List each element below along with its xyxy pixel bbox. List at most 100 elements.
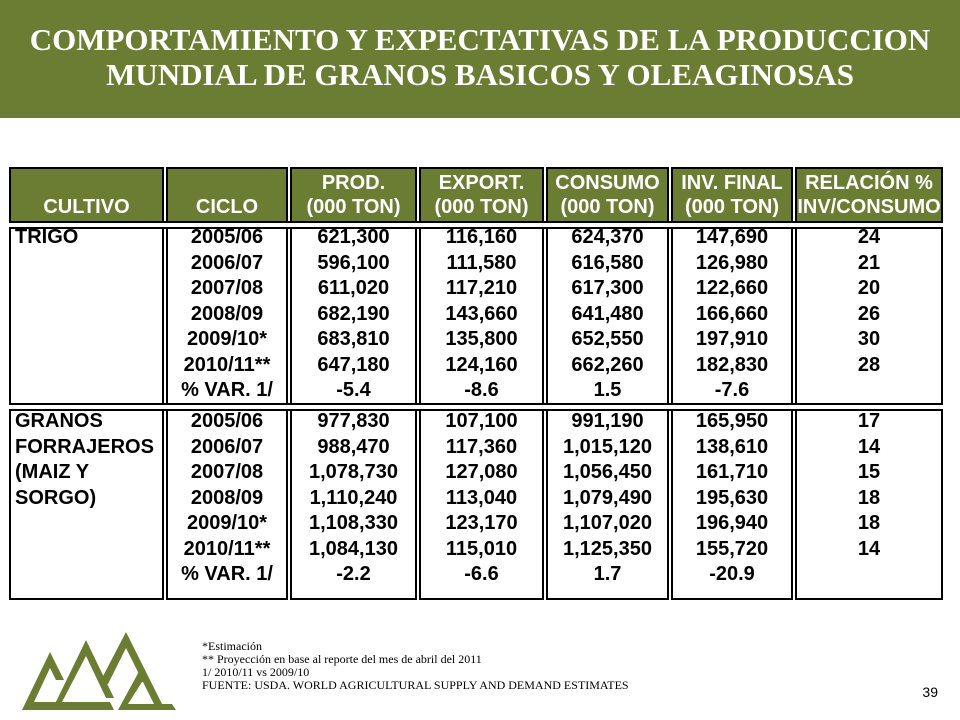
cell-consumo: 624,370: [571, 226, 644, 248]
cell-export: 123,170: [445, 512, 518, 534]
header-ciclo: CICLO: [168, 169, 286, 221]
cell-consumo: 1,107,020: [563, 512, 652, 534]
cell-inv: 155,720: [695, 537, 769, 560]
cell-export: 124,160: [445, 353, 518, 376]
cell-inv: 197,910: [695, 328, 769, 350]
title-line-2: MUNDIAL DE GRANOS BASICOS Y OLEAGINOSAS: [106, 57, 854, 92]
cell-rel: 18: [857, 512, 881, 534]
cell-rel: 20: [857, 277, 881, 299]
cell-prod: 682,190: [317, 302, 390, 325]
footnote-variation: 1/ 2010/11 vs 2009/10: [202, 665, 310, 679]
cell-prod: 621,300: [317, 226, 390, 248]
cell-export: 143,660: [445, 302, 518, 325]
header-export-line: (000 TON): [434, 196, 529, 218]
header-prod-line: PROD.: [321, 172, 386, 194]
table-separator: [9, 221, 943, 229]
crop-name: (MAIZ Y: [15, 461, 90, 483]
cell-rel: 15: [857, 461, 881, 483]
cell-prod: -5.4: [336, 379, 371, 401]
cell-ciclo: 2007/08: [190, 277, 264, 299]
header-consumo: CONSUMO (000 TON): [548, 169, 667, 221]
cell-prod: 611,020: [317, 277, 390, 299]
header-prod: PROD. (000 TON): [292, 169, 415, 221]
header-rel: RELACIÓN % INV/CONSUMO: [797, 169, 941, 221]
cell-inv: 161,710: [695, 461, 769, 483]
header-export: EXPORT. (000 TON): [421, 169, 542, 221]
cell-rel: 26: [857, 302, 881, 325]
cell-inv: 147,690: [695, 226, 769, 248]
cell-ciclo: 2007/08: [190, 461, 264, 483]
cell-rel: [795, 378, 943, 402]
cell-export: 135,800: [445, 328, 518, 350]
organization-logo-icon: [22, 632, 176, 710]
cell-inv: -7.6: [714, 379, 750, 401]
cell-ciclo: 2005/06: [190, 226, 264, 248]
crop-name: GRANOS: [15, 410, 103, 432]
cell-ciclo: 2009/10*: [186, 512, 268, 534]
cell-consumo: 1,125,350: [563, 537, 652, 560]
header-export-line: EXPORT.: [438, 172, 525, 194]
cell-consumo: 991,190: [571, 410, 644, 432]
cell-inv: 165,950: [695, 410, 769, 432]
title-bar: COMPORTAMIENTO Y EXPECTATIVAS DE LA PROD…: [0, 0, 960, 118]
column-prod: [290, 167, 417, 600]
cell-consumo: 1,015,120: [563, 435, 652, 458]
footnotes: *Estimación ** Proyección en base al rep…: [202, 640, 629, 692]
cell-prod: 1,078,730: [309, 461, 398, 483]
data-table: CULTIVO CICLO PROD. (000 TON) EXPORT. (000 TO…: [9, 167, 943, 600]
cell-consumo: 652,550: [571, 328, 644, 350]
cell-export: 127,080: [445, 461, 518, 483]
cell-prod: 1,110,240: [309, 486, 398, 509]
crop-name: TRIGO: [15, 226, 79, 248]
cell-prod: 596,100: [317, 251, 390, 274]
cell-ciclo: 2008/09: [190, 486, 264, 509]
header-rel-line: INV/CONSUMO: [797, 196, 941, 218]
crop-name: SORGO): [15, 486, 97, 509]
cell-inv: 122,660: [695, 277, 769, 299]
cell-prod: 647,180: [317, 353, 390, 376]
cell-rel: 21: [857, 251, 881, 274]
header-inv-line: (000 TON): [684, 196, 780, 218]
cell-rel: 14: [857, 537, 881, 560]
cell-export: -8.6: [464, 379, 499, 401]
cell-consumo: 616,580: [571, 251, 644, 274]
cell-ciclo: 2008/09: [190, 302, 264, 325]
header-cultivo: CULTIVO: [11, 169, 162, 221]
cell-prod: 1,084,130: [309, 537, 398, 560]
cell-ciclo: 2009/10*: [186, 328, 268, 350]
cell-prod: 988,470: [317, 435, 390, 458]
cell-rel: 24: [857, 226, 881, 248]
cell-ciclo: 2010/11**: [183, 353, 271, 376]
cell-export: 111,580: [446, 251, 517, 274]
title-line-1: COMPORTAMIENTO Y EXPECTATIVAS DE LA PROD…: [29, 22, 931, 57]
column-export: [419, 167, 544, 600]
cell-rel: [795, 562, 943, 586]
column-consumo: [546, 167, 669, 600]
cell-consumo: 1,056,450: [563, 461, 652, 483]
cell-rel: 14: [857, 435, 881, 458]
cell-ciclo: 2006/07: [190, 251, 264, 274]
cell-inv: 166,660: [695, 302, 769, 325]
cell-ciclo: 2005/06: [190, 410, 264, 432]
cell-prod: 977,830: [317, 410, 390, 432]
column-inv: [671, 167, 793, 600]
column-ciclo: [166, 167, 288, 600]
header-consumo-line: CONSUMO: [555, 172, 660, 194]
cell-export: 117,360: [445, 435, 518, 458]
cell-rel: 30: [857, 328, 881, 350]
cell-inv: 196,940: [695, 512, 769, 534]
cell-export: -6.6: [464, 563, 499, 585]
column-rel: [795, 167, 943, 600]
cell-consumo: 1.7: [593, 563, 622, 585]
cell-export: 107,100: [445, 410, 518, 432]
cell-inv: 182,830: [695, 353, 769, 376]
cell-rel: 28: [857, 353, 881, 376]
column-cultivo: [9, 167, 164, 600]
cell-rel: 18: [857, 486, 881, 509]
table-separator: [9, 403, 943, 411]
cell-prod: -2.2: [336, 563, 371, 585]
cell-export: 117,210: [445, 277, 518, 299]
cell-consumo: 662,260: [571, 353, 644, 376]
cell-consumo: 1,079,490: [563, 486, 652, 509]
header-prod-line: (000 TON): [306, 196, 401, 218]
